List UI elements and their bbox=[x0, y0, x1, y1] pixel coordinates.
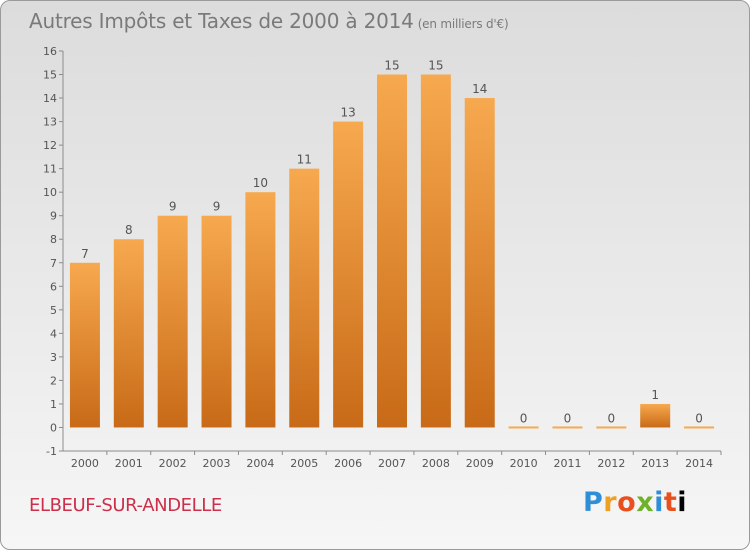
y-tick-label: 3 bbox=[50, 351, 57, 364]
x-tick-label: 2014 bbox=[685, 457, 713, 470]
commune-name: ELBEUF-SUR-ANDELLE bbox=[29, 495, 222, 516]
x-tick-label: 2013 bbox=[641, 457, 669, 470]
y-tick-label: 2 bbox=[50, 374, 57, 387]
data-label: 0 bbox=[608, 411, 616, 425]
title-text: Autres Impôts et Taxes de 2000 à 2014 bbox=[29, 9, 414, 33]
x-tick-label: 2005 bbox=[290, 457, 318, 470]
x-tick-label: 2001 bbox=[115, 457, 143, 470]
y-tick-label: 0 bbox=[50, 421, 57, 434]
y-tick-label: 6 bbox=[50, 280, 57, 293]
data-label: 13 bbox=[340, 106, 355, 120]
bar bbox=[245, 192, 276, 428]
x-tick-label: 2000 bbox=[71, 457, 99, 470]
bar bbox=[333, 121, 364, 428]
bar bbox=[69, 262, 100, 428]
y-tick-label: 10 bbox=[43, 186, 57, 199]
x-tick-label: 2009 bbox=[466, 457, 494, 470]
data-label: 0 bbox=[695, 411, 703, 425]
y-tick-label: 5 bbox=[50, 304, 57, 317]
chart-title: Autres Impôts et Taxes de 2000 à 2014 (en… bbox=[29, 9, 509, 33]
data-label: 11 bbox=[297, 153, 312, 167]
bar bbox=[464, 98, 495, 428]
data-label: 0 bbox=[564, 411, 572, 425]
x-tick-label: 2006 bbox=[334, 457, 362, 470]
y-tick-label: 16 bbox=[43, 45, 57, 58]
x-tick-label: 2004 bbox=[246, 457, 274, 470]
x-tick-label: 2003 bbox=[203, 457, 231, 470]
data-label: 8 bbox=[125, 223, 133, 237]
data-label: 7 bbox=[81, 247, 89, 261]
x-tick-label: 2002 bbox=[159, 457, 187, 470]
bar bbox=[420, 74, 451, 428]
y-tick-label: 7 bbox=[50, 257, 57, 270]
bar bbox=[508, 426, 539, 429]
bar bbox=[157, 215, 188, 428]
y-tick-label: 4 bbox=[50, 327, 57, 340]
data-label: 15 bbox=[428, 59, 443, 73]
data-label: 0 bbox=[520, 411, 528, 425]
data-label: 14 bbox=[472, 82, 487, 96]
y-tick-label: 8 bbox=[50, 233, 57, 246]
y-tick-label: 1 bbox=[50, 398, 57, 411]
y-tick-label: 13 bbox=[43, 116, 57, 129]
y-tick-label: 12 bbox=[43, 139, 57, 152]
y-tick-label: 9 bbox=[50, 210, 57, 223]
y-tick-label: 11 bbox=[43, 163, 57, 176]
x-tick-label: 2012 bbox=[597, 457, 625, 470]
data-label: 15 bbox=[384, 59, 399, 73]
x-tick-label: 2011 bbox=[553, 457, 581, 470]
bar bbox=[552, 426, 583, 429]
proxiti-logo: Proxiti bbox=[583, 487, 688, 518]
bar bbox=[596, 426, 627, 429]
y-tick-label: 15 bbox=[43, 69, 57, 82]
bar bbox=[289, 168, 320, 428]
x-tick-label: 2008 bbox=[422, 457, 450, 470]
bar bbox=[113, 239, 144, 428]
x-tick-label: 2010 bbox=[510, 457, 538, 470]
bar bbox=[377, 74, 407, 428]
y-tick-label: -1 bbox=[46, 445, 57, 458]
data-label: 1 bbox=[651, 388, 659, 402]
title-unit: (en milliers d'€) bbox=[417, 17, 509, 31]
x-tick-label: 2007 bbox=[378, 457, 406, 470]
y-tick-label: 14 bbox=[43, 92, 57, 105]
data-label: 10 bbox=[253, 176, 268, 190]
bar bbox=[201, 215, 232, 428]
data-label: 9 bbox=[169, 200, 177, 214]
bar bbox=[684, 426, 715, 429]
bar bbox=[640, 403, 671, 428]
data-label: 9 bbox=[213, 200, 221, 214]
